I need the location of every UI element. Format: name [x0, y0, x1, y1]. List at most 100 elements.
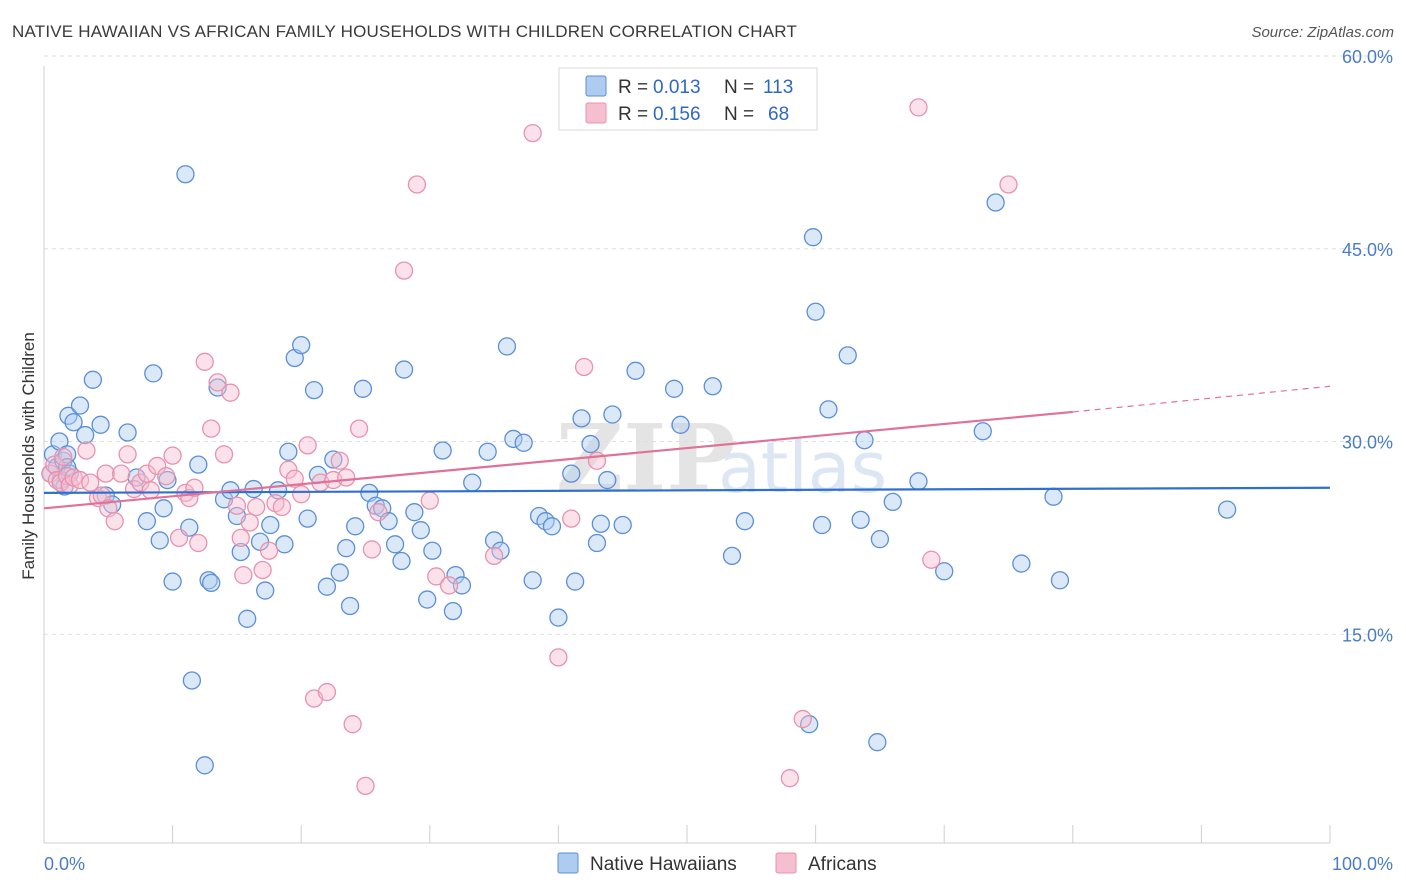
y-tick-label: 30.0% — [1342, 433, 1393, 453]
native-hawaiian-point — [317, 577, 337, 596]
native-hawaiian-point — [418, 590, 437, 609]
native-hawaiian-point — [423, 541, 442, 560]
native-hawaiian-point — [986, 193, 1005, 212]
african-point — [259, 541, 279, 560]
native-hawaiian-point — [803, 228, 823, 247]
african-point — [439, 576, 459, 595]
african-point — [337, 468, 356, 487]
grid-lines — [44, 55, 1392, 635]
native-hawaiian-point — [292, 335, 311, 355]
legend-r-label: R = — [618, 77, 648, 98]
native-hawaiian-point — [324, 450, 343, 469]
native-hawaiian-point — [722, 546, 742, 566]
african-point — [909, 98, 928, 117]
african-point — [298, 436, 317, 455]
african-point — [999, 175, 1018, 194]
legend-label-native-hawaiians: Native Hawaiians — [590, 854, 737, 875]
african-point — [292, 485, 311, 504]
african-point — [279, 460, 298, 479]
african-point — [214, 445, 234, 464]
y-tick-label: 60.0% — [1342, 47, 1393, 67]
native-hawaiian-point — [587, 533, 607, 553]
native-hawaiian-point — [735, 512, 755, 531]
legend-swatch-africans — [585, 102, 607, 124]
native-hawaiian-point — [64, 413, 83, 432]
native-hawaiian-point — [91, 415, 110, 434]
native-hawaiian-point — [261, 515, 280, 535]
african-point — [562, 509, 581, 528]
native-hawaiian-point — [279, 442, 298, 461]
african-point — [54, 447, 73, 467]
native-hawaiian-point — [870, 530, 890, 549]
native-hawaiian-point — [851, 510, 870, 530]
african-point — [587, 451, 607, 470]
african-point — [112, 464, 131, 483]
native-hawaiian-point — [337, 539, 356, 558]
african-point — [157, 467, 176, 486]
native-hawaiian-point — [446, 565, 465, 585]
native-hawaiian-point — [385, 535, 405, 554]
african-point — [96, 464, 115, 483]
african-point — [202, 419, 221, 438]
native-hawaiian-point — [443, 601, 463, 621]
native-hawaiian-point — [549, 608, 568, 627]
legend-series: Native Hawaiians Africans — [557, 852, 877, 875]
native-hawaiian-point — [189, 455, 208, 474]
legend-n-label: N = — [724, 104, 754, 125]
native-hawaiian-point — [562, 464, 581, 483]
trend-line-africans — [43, 410, 1073, 510]
african-point — [343, 715, 362, 734]
legend-r-value: 0.013 — [653, 77, 701, 98]
native-hawaiian-point — [935, 562, 954, 581]
african-point — [922, 550, 941, 569]
native-hawaiian-point — [581, 434, 600, 454]
african-point — [394, 261, 414, 280]
legend-swatch-native-hawaiians — [557, 852, 579, 874]
african-point — [523, 123, 542, 143]
african-point — [793, 709, 812, 729]
native-hawaiian-point — [379, 512, 398, 531]
native-hawaiian-point — [626, 361, 645, 380]
native-hawaiian-point — [150, 531, 169, 550]
african-point — [163, 446, 182, 465]
native-hawaiian-point — [83, 370, 103, 389]
native-hawaiian-point — [405, 503, 424, 522]
native-hawaiian-point — [411, 521, 430, 540]
african-point — [148, 456, 167, 476]
x-tick-labels: 0.0% 100.0% — [44, 854, 1393, 874]
legend-stats: R = 0.013 N = 113 R = 0.156 N = 68 — [558, 67, 818, 131]
african-point — [240, 513, 259, 532]
native-hawaiian-point — [118, 423, 137, 442]
watermark-atlas: atlas — [718, 427, 887, 509]
african-point — [407, 175, 427, 194]
native-hawaiian-point — [565, 572, 585, 591]
legend-n-value: 113 — [763, 77, 793, 98]
native-hawaiian-point — [353, 379, 373, 398]
y-tick-label: 45.0% — [1342, 240, 1393, 260]
african-point — [118, 445, 137, 464]
native-hawaiian-point — [603, 405, 622, 424]
series-africans — [41, 98, 1018, 796]
african-point — [189, 533, 208, 553]
y-tick-label: 15.0% — [1342, 625, 1393, 645]
native-hawaiian-point — [855, 431, 874, 450]
native-hawaiian-point — [598, 470, 617, 490]
native-hawaiian-point — [238, 609, 257, 628]
native-hawaiian-point — [452, 576, 472, 595]
african-point — [780, 769, 800, 788]
x-tick-label: 0.0% — [44, 854, 85, 874]
trend-line-africans-extension — [1072, 385, 1331, 413]
native-hawaiian-point — [144, 364, 163, 383]
african-point — [317, 682, 337, 702]
african-point — [427, 567, 446, 586]
african-point — [253, 560, 272, 580]
trend-lines — [43, 385, 1331, 510]
native-hawaiian-point — [163, 572, 182, 591]
native-hawaiian-point — [1012, 554, 1031, 573]
african-point — [208, 373, 227, 392]
african-point — [105, 512, 124, 531]
native-hawaiian-point — [909, 472, 928, 491]
native-hawaiian-point — [671, 415, 690, 434]
native-hawaiian-point — [484, 531, 504, 550]
